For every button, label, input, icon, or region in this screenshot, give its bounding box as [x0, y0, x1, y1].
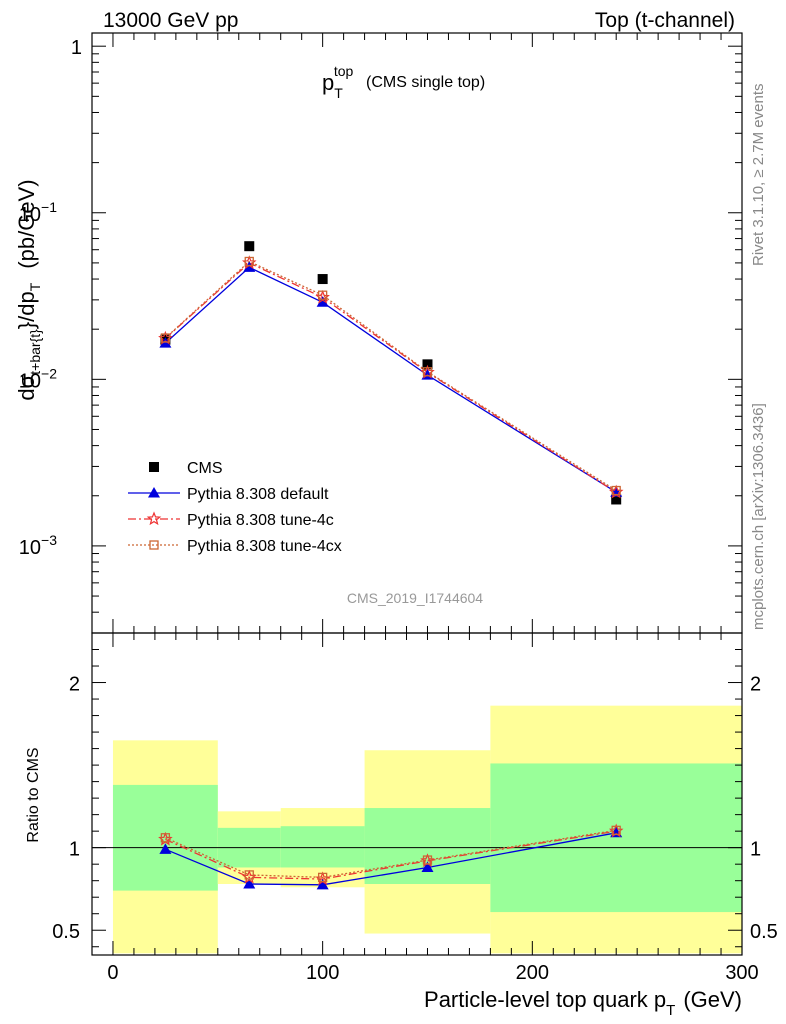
legend-marker [146, 511, 162, 526]
bottom-panel-frame [91, 632, 743, 956]
tick-base: 10 [19, 204, 41, 226]
top-y-label: dσt+bar{t}}/dpT (pb/GeV) [14, 179, 43, 400]
svg-text:dσt+bar{t}}/dpT(pb/GeV): dσt+bar{t}}/dpT (pb/GeV) [14, 179, 43, 400]
data-point [244, 241, 255, 252]
top-y-ticks [92, 45, 742, 634]
x-tick-label: 300 [725, 962, 758, 984]
series-line [164, 260, 617, 492]
x-tick-label: 0 [107, 962, 118, 984]
bottom-y-label: Ratio to CMS [25, 747, 42, 842]
ylabel-sub2: T [27, 282, 43, 291]
data-point [244, 256, 254, 267]
legend-marker [149, 540, 159, 550]
bottom-panel: 0.5 0.5 1 1 2 2 0 100 200 300 [52, 33, 778, 984]
inner-band [364, 808, 491, 884]
bottom-y-ticks: 0.5 0.5 1 1 2 2 [52, 632, 778, 948]
ylabel-units: (pb/GeV) [14, 179, 39, 268]
ratio-point [317, 872, 328, 883]
top-series [158, 241, 624, 505]
top-y-tick-label: 10−2 [19, 365, 57, 392]
xlabel-units: (GeV) [683, 987, 742, 1012]
series-line [164, 262, 617, 493]
data-point [422, 359, 433, 370]
bottom-y-tick-label: 1 [69, 839, 80, 861]
top-y-tick-labels: 110−110−210−3 [19, 37, 82, 559]
ratio-point [159, 843, 172, 854]
ratio-point [421, 861, 434, 872]
header-left: 13000 GeV pp [103, 9, 238, 32]
xlabel-sub: T [666, 1002, 675, 1019]
bottom-y-tick-label-right: 2 [750, 674, 761, 696]
bottom-y-tick-label-right: 1 [750, 839, 761, 861]
plot-title-sup: top [334, 63, 354, 79]
top-y-tick-label: 1 [71, 37, 82, 59]
x-tick-label: 200 [516, 962, 549, 984]
ylabel-prefix: dσ [14, 374, 39, 400]
ratio-point [422, 855, 433, 865]
ratio-point [243, 877, 256, 889]
ratio-point [244, 870, 254, 880]
data-point [422, 367, 433, 377]
ratio-point [611, 825, 621, 835]
tick-base: 1 [71, 37, 82, 59]
legend-label: Pythia 8.308 default [187, 486, 329, 503]
header-right: Top (t-channel) [595, 9, 735, 32]
top-y-tick-label: 10−1 [19, 199, 57, 226]
data-point [611, 485, 621, 496]
x-label: Particle-level top quark pT (GeV) [424, 987, 742, 1019]
bottom-y-tick-label-right: 0.5 [750, 921, 778, 943]
x-ticks: 0 100 200 300 [107, 33, 759, 984]
ratio-bands [112, 705, 742, 954]
top-panel: 110−110−210−3 pTtop (CMS single top) CMS… [19, 32, 743, 634]
tick-exp: −1 [41, 199, 57, 215]
data-point [317, 290, 328, 300]
plot-title-main: p [322, 70, 334, 95]
series-line [164, 266, 617, 493]
plot-title-note: (CMS single top) [366, 74, 485, 91]
watermark: CMS_2019_I1744604 [347, 590, 483, 606]
rivet-side-text: Rivet 3.1.10, ≥ 2.7M events [750, 84, 767, 267]
top-y-tick-label: 10−3 [19, 532, 57, 559]
ratio-point [316, 878, 329, 890]
tick-base: 10 [19, 370, 41, 392]
legend-label: Pythia 8.308 tune-4c [187, 512, 334, 529]
legend: CMS Pythia 8.308 default Pythia 8.308 tune… [128, 460, 342, 555]
bottom-y-tick-label: 0.5 [52, 921, 80, 943]
plot-title-sub: T [334, 85, 343, 101]
legend-label: Pythia 8.308 tune-4cx [187, 538, 342, 555]
data-point [317, 274, 328, 285]
data-point [611, 494, 622, 505]
legend-label: CMS [187, 460, 223, 477]
mcplots-side-text: mcplots.cern.ch [arXiv:1306.3436] [750, 403, 767, 630]
tick-base: 10 [19, 537, 41, 559]
bottom-y-tick-label: 2 [69, 674, 80, 696]
tick-exp: −3 [41, 532, 57, 548]
x-tick-label: 100 [306, 962, 339, 984]
ylabel-middle: }/dp [14, 291, 39, 329]
legend-marker [149, 462, 159, 472]
bottom-series [158, 823, 624, 890]
inner-band [490, 763, 742, 913]
xlabel-main: Particle-level top quark p [424, 987, 666, 1012]
data-point [243, 261, 256, 272]
tick-exp: −2 [41, 365, 57, 381]
data-point [316, 296, 329, 307]
ratio-line [165, 829, 617, 879]
inner-band [280, 826, 365, 868]
plot-title: pTtop [322, 63, 353, 101]
data-point [160, 333, 171, 343]
ylabel-sub: t+bar{t} [27, 329, 43, 375]
ratio-point [160, 833, 171, 843]
legend-marker [148, 487, 160, 498]
